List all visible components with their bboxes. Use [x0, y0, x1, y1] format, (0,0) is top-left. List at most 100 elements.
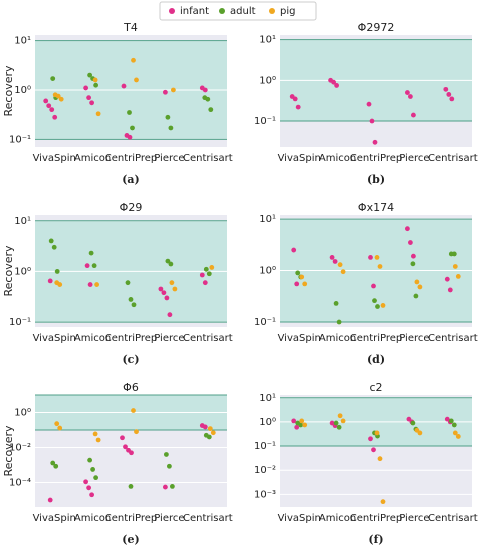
- data-point: [448, 418, 454, 424]
- y-tick-label: 10⁰: [14, 408, 31, 419]
- data-point: [298, 422, 304, 428]
- y-tick-label: 10⁻¹: [254, 317, 276, 328]
- y-tick-label: 10¹: [259, 214, 276, 225]
- x-tick-label: Amicon: [74, 333, 111, 344]
- y-tick-label: 10⁰: [14, 266, 31, 277]
- data-point: [366, 101, 372, 107]
- data-point: [168, 261, 174, 267]
- legend-label: pig: [280, 6, 295, 17]
- chart-title: Φ29: [120, 201, 143, 214]
- data-point: [90, 467, 95, 472]
- data-point: [206, 434, 212, 440]
- x-tick-label: Centrisart: [428, 153, 478, 164]
- data-point: [134, 77, 139, 83]
- data-point: [294, 281, 300, 287]
- data-point: [295, 270, 301, 276]
- x-tick-label: Amicon: [319, 333, 356, 344]
- data-point: [129, 450, 134, 456]
- legend-marker: [169, 8, 175, 14]
- data-point: [50, 76, 56, 82]
- data-point: [168, 125, 174, 131]
- data-point: [372, 298, 377, 304]
- data-point: [207, 426, 213, 432]
- y-tick-label: 10⁰: [259, 75, 276, 86]
- data-point: [84, 263, 90, 269]
- data-point: [86, 485, 91, 491]
- data-point: [127, 134, 133, 140]
- data-point: [331, 79, 336, 85]
- data-point: [49, 107, 55, 113]
- data-point: [50, 460, 56, 466]
- y-tick-label: 10¹: [259, 393, 276, 404]
- x-tick-label: Amicon: [74, 153, 111, 164]
- data-point: [375, 304, 380, 309]
- legend-label: adult: [230, 6, 256, 17]
- data-point: [444, 276, 450, 282]
- data-point: [163, 89, 168, 95]
- data-point: [169, 280, 175, 286]
- chart-title: T4: [123, 21, 138, 34]
- data-point: [405, 226, 410, 232]
- data-point: [161, 290, 167, 296]
- legend-marker: [269, 8, 275, 14]
- y-axis-label: Recovery: [2, 245, 15, 296]
- data-point: [123, 444, 128, 450]
- data-point: [417, 430, 423, 436]
- y-axis-label: Recovery: [2, 425, 15, 476]
- data-point: [134, 429, 139, 435]
- y-tick-label: 10⁻¹: [254, 116, 276, 127]
- data-point: [451, 251, 457, 257]
- x-tick-label: Centrisart: [428, 513, 478, 524]
- data-point: [408, 94, 413, 99]
- data-point: [87, 282, 93, 287]
- data-point: [452, 430, 458, 436]
- data-point: [46, 103, 52, 109]
- data-point: [451, 422, 457, 428]
- data-point: [414, 279, 420, 285]
- data-point: [210, 430, 216, 436]
- data-point: [58, 96, 64, 102]
- data-point: [87, 72, 92, 78]
- data-point: [299, 418, 305, 424]
- x-tick-label: Pierce: [399, 513, 429, 524]
- data-point: [380, 303, 386, 308]
- data-point: [410, 420, 416, 426]
- chart-title: Φ2972: [358, 21, 395, 34]
- x-tick-label: Centrisart: [428, 333, 478, 344]
- y-tick-label: 10⁰: [259, 417, 276, 428]
- y-tick-label: 10¹: [259, 35, 276, 46]
- data-point: [167, 312, 173, 318]
- data-point: [368, 255, 373, 260]
- x-tick-label: Pierce: [154, 333, 184, 344]
- data-point: [371, 283, 376, 289]
- data-point: [125, 280, 131, 286]
- x-tick-label: Pierce: [399, 333, 429, 344]
- data-point: [295, 104, 301, 110]
- data-point: [202, 424, 208, 430]
- data-point: [47, 278, 53, 284]
- data-point: [208, 107, 214, 113]
- y-tick-label: 10⁰: [259, 266, 276, 277]
- data-point: [374, 255, 380, 260]
- y-tick-label: 10⁻¹: [254, 441, 276, 452]
- data-point: [333, 300, 339, 306]
- data-point: [91, 263, 97, 269]
- data-point: [203, 266, 209, 272]
- panel-label: (c): [122, 353, 139, 366]
- data-point: [446, 92, 452, 97]
- data-point: [209, 265, 215, 270]
- data-point: [163, 484, 168, 490]
- data-point: [131, 302, 137, 308]
- data-point: [371, 447, 376, 453]
- y-tick-label: 10¹: [14, 216, 31, 227]
- chart-title: c2: [369, 381, 382, 394]
- data-point: [405, 90, 410, 95]
- y-tick-label: 10⁻⁴: [9, 478, 31, 489]
- data-point: [131, 57, 136, 63]
- data-point: [336, 424, 342, 430]
- data-point: [411, 253, 416, 259]
- x-tick-label: Centrisart: [183, 513, 233, 524]
- data-point: [52, 114, 58, 120]
- data-point: [410, 261, 416, 267]
